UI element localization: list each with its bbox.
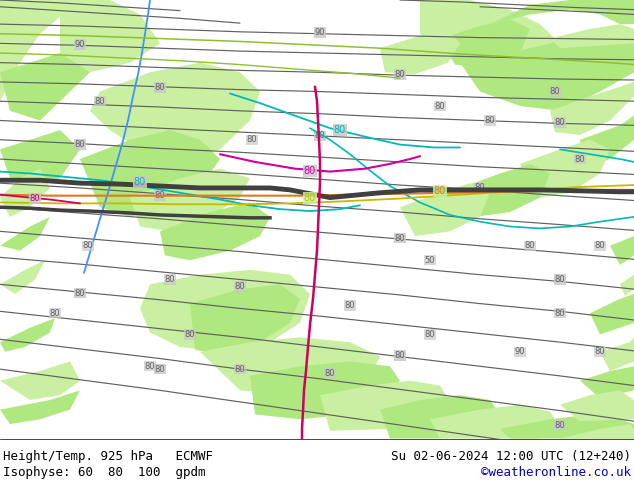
Text: 80: 80: [49, 309, 60, 318]
Polygon shape: [190, 284, 300, 354]
Text: 50: 50: [425, 256, 436, 265]
Text: 90: 90: [75, 40, 85, 49]
Text: 80: 80: [155, 191, 165, 200]
Text: 80: 80: [555, 420, 566, 430]
Polygon shape: [0, 318, 55, 352]
Text: 80: 80: [434, 186, 446, 196]
Polygon shape: [560, 424, 634, 439]
Text: 80: 80: [395, 234, 405, 243]
Polygon shape: [560, 391, 634, 421]
Text: 80: 80: [304, 166, 316, 175]
Polygon shape: [440, 19, 530, 68]
Text: 80: 80: [555, 309, 566, 318]
Text: 80: 80: [134, 177, 146, 187]
Polygon shape: [500, 415, 634, 439]
Polygon shape: [0, 169, 50, 217]
Text: 80: 80: [484, 116, 495, 125]
Polygon shape: [90, 63, 260, 159]
Text: 80: 80: [555, 118, 566, 127]
Polygon shape: [140, 270, 310, 352]
Text: 80: 80: [334, 125, 346, 135]
Text: 80: 80: [595, 347, 605, 356]
Polygon shape: [520, 140, 610, 197]
Polygon shape: [250, 362, 400, 419]
Polygon shape: [550, 82, 634, 135]
Text: 80: 80: [145, 362, 155, 371]
Text: 80: 80: [82, 241, 93, 250]
Text: 80: 80: [155, 83, 165, 92]
Polygon shape: [460, 164, 550, 217]
Text: 80: 80: [75, 289, 86, 297]
Text: 80: 80: [75, 140, 86, 149]
Polygon shape: [0, 391, 80, 424]
Text: 80: 80: [425, 330, 436, 339]
Polygon shape: [620, 275, 634, 296]
Text: 80: 80: [345, 301, 355, 310]
Text: Su 02-06-2024 12:00 UTC (12+240): Su 02-06-2024 12:00 UTC (12+240): [391, 450, 631, 463]
Polygon shape: [0, 44, 100, 121]
Text: 80: 80: [247, 135, 257, 144]
Text: 80: 80: [94, 97, 105, 106]
Text: 80: 80: [595, 241, 605, 250]
Polygon shape: [380, 395, 500, 439]
Polygon shape: [610, 236, 634, 265]
Polygon shape: [320, 381, 450, 431]
Polygon shape: [80, 130, 220, 217]
Text: 80: 80: [325, 368, 335, 377]
Polygon shape: [430, 405, 560, 439]
Text: 80: 80: [235, 365, 245, 374]
Polygon shape: [0, 130, 80, 188]
Text: Isophyse: 60  80  100  gpdm: Isophyse: 60 80 100 gpdm: [3, 466, 205, 479]
Text: 80: 80: [395, 70, 405, 79]
Text: 80: 80: [235, 282, 245, 291]
Polygon shape: [0, 217, 50, 250]
Text: 80: 80: [550, 87, 560, 96]
Polygon shape: [400, 183, 490, 236]
Polygon shape: [0, 362, 80, 400]
Text: 80: 80: [314, 131, 325, 141]
Text: 80: 80: [395, 351, 405, 360]
Polygon shape: [130, 169, 250, 231]
Polygon shape: [590, 294, 634, 335]
Text: 80: 80: [30, 194, 41, 203]
Text: 90: 90: [314, 28, 325, 37]
Text: 90: 90: [515, 347, 525, 356]
Polygon shape: [600, 337, 634, 371]
Text: Height/Temp. 925 hPa   ECMWF: Height/Temp. 925 hPa ECMWF: [3, 450, 213, 463]
Polygon shape: [550, 24, 634, 48]
Text: 80: 80: [435, 101, 445, 111]
Polygon shape: [580, 116, 634, 169]
Text: 80: 80: [525, 241, 535, 250]
Polygon shape: [420, 0, 560, 82]
Polygon shape: [0, 260, 45, 294]
Text: 80: 80: [555, 275, 566, 284]
Text: 80: 80: [304, 193, 316, 202]
Text: 80: 80: [184, 330, 195, 339]
Text: 80: 80: [165, 275, 176, 284]
Polygon shape: [490, 0, 634, 24]
Polygon shape: [460, 34, 634, 111]
Polygon shape: [160, 202, 270, 260]
Text: 80: 80: [475, 183, 485, 193]
Polygon shape: [0, 0, 80, 101]
Text: 80: 80: [155, 365, 165, 374]
Polygon shape: [580, 366, 634, 398]
Text: 80: 80: [574, 154, 585, 164]
Polygon shape: [60, 0, 160, 73]
Polygon shape: [380, 32, 460, 74]
Text: ©weatheronline.co.uk: ©weatheronline.co.uk: [481, 466, 631, 479]
Polygon shape: [200, 337, 380, 395]
